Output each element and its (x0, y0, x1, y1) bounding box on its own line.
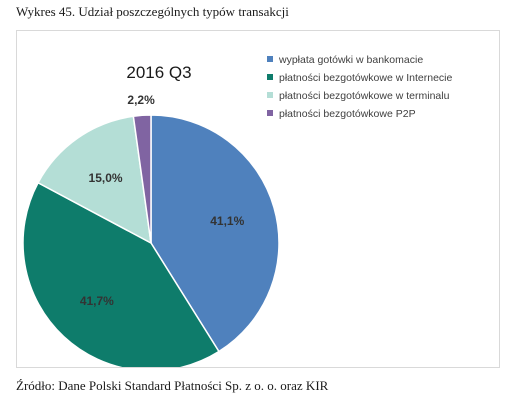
source-note: Źródło: Dane Polski Standard Płatności S… (16, 378, 329, 393)
slice-data-label: 15,0% (89, 171, 123, 185)
slice-data-label: 2,2% (127, 93, 155, 107)
legend-swatch (267, 110, 273, 116)
legend-label: płatności bezgotówkowe P2P (279, 108, 416, 120)
slice-labels: 41,1% 41,7% 15,0% 2,2% (80, 93, 245, 308)
legend-label: płatności bezgotówkowe w Internecie (279, 72, 453, 84)
legend-swatch (267, 92, 273, 98)
legend: wypłata gotówki w bankomacie płatności be… (267, 54, 453, 120)
figure-caption: Wykres 45. Udział poszczególnych typów t… (16, 4, 289, 19)
chart-frame: 2016 Q3 41,1% 41,7% 15,0% 2,2% wypłata gotó… (16, 30, 500, 372)
legend-label: wypłata gotówki w bankomacie (278, 54, 423, 66)
legend-label: płatności bezgotówkowe w terminalu (279, 90, 450, 102)
slice-data-label: 41,1% (210, 214, 244, 228)
legend-swatch (267, 56, 273, 62)
slice-data-label: 41,7% (80, 294, 114, 308)
pie-slice (37, 115, 152, 245)
pie-slice (132, 114, 152, 244)
pie-slice (150, 114, 280, 353)
legend-swatch (267, 74, 273, 80)
chart-title: 2016 Q3 (126, 63, 191, 82)
pie-chart: 2016 Q3 41,1% 41,7% 15,0% 2,2% wypłata gotó… (22, 54, 453, 372)
pie-slices (22, 114, 280, 372)
